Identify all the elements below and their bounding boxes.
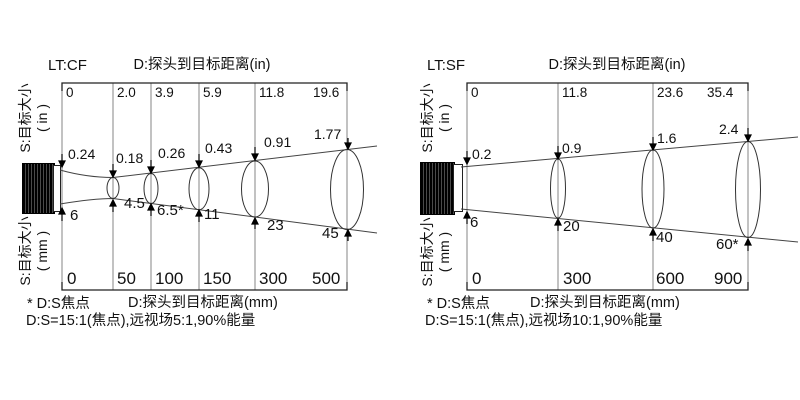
y-axis-label-text: S:目标大小 xyxy=(17,216,33,286)
bottom-tick: 50 xyxy=(117,269,136,288)
y-axis-label-in-right: S:目标大小 ( in ) xyxy=(419,70,453,166)
spot-size-in: 1.6 xyxy=(657,130,677,146)
spot-size-mm: 23 xyxy=(267,217,284,234)
arrows-left xyxy=(58,138,352,241)
spot-size-in: 0.9 xyxy=(562,140,582,156)
top-tick: 19.6 xyxy=(313,85,340,100)
spot-size-in: 0.24 xyxy=(68,146,96,162)
footnote-focus-right: * D:S焦点 xyxy=(427,296,490,312)
top-tick: 23.6 xyxy=(657,85,684,100)
bottom-tick: 150 xyxy=(203,269,232,288)
spot-size-in: 0.18 xyxy=(116,150,144,166)
spot-ellipses-left xyxy=(106,149,364,230)
spot-size-in: 0.2 xyxy=(472,146,492,162)
sensor-body-left xyxy=(22,163,55,214)
spot-size-mm: 4.5 xyxy=(124,195,145,212)
model-label-sf: LT:SF xyxy=(427,57,466,74)
spot-size-in: 0.26 xyxy=(158,145,186,161)
sensor-lens-left xyxy=(53,165,61,212)
y-axis-label-text: S:目标大小 xyxy=(419,83,435,153)
bottom-axis-left xyxy=(61,282,348,291)
spot-size-in: 1.77 xyxy=(314,126,342,142)
bottom-tick: 100 xyxy=(155,269,184,288)
bottom-tick: 600 xyxy=(656,269,685,288)
sensor-body-right xyxy=(420,162,455,215)
arrows-right xyxy=(463,128,752,251)
bottom-axis-title-left: D:探头到目标距离(mm) xyxy=(128,295,278,311)
bottom-tick: 300 xyxy=(259,269,288,288)
top-tick: 35.4 xyxy=(707,85,734,100)
y-axis-label-text: S:目标大小 xyxy=(17,83,33,153)
y-axis-label-mm-left: S:目标大小 ( mm ) xyxy=(17,203,51,299)
bottom-tick: 0 xyxy=(67,269,77,288)
footnote-ratio-right: D:S=15:1(焦点),远视场10:1,90%能量 xyxy=(425,313,663,329)
y-axis-unit: ( in ) xyxy=(436,104,452,132)
spot-size-mm: 45 xyxy=(322,225,339,242)
bottom-axis-right xyxy=(466,282,749,291)
bottom-axis-title-right: D:探头到目标距离(mm) xyxy=(530,295,680,311)
footnote-focus-left: * D:S焦点 xyxy=(27,296,90,312)
top-axis-title-right: D:探头到目标距离(in) xyxy=(548,57,686,73)
y-axis-label-in-left: S:目标大小 ( in ) xyxy=(17,70,51,166)
y-axis-unit: ( mm ) xyxy=(436,231,452,273)
distance-gridlines-left xyxy=(61,83,348,290)
spot-size-mm: 40 xyxy=(656,229,673,246)
top-tick: 0 xyxy=(471,85,479,100)
y-axis-label-text: S:目标大小 xyxy=(419,217,435,287)
top-axis-title-left: D:探头到目标距离(in) xyxy=(133,57,271,73)
top-tick: 0 xyxy=(66,85,74,100)
spot-size-mm: 6 xyxy=(470,214,479,231)
spot-size-in: 0.43 xyxy=(205,140,233,156)
top-tick: 3.9 xyxy=(155,85,174,100)
model-label-cf: LT:CF xyxy=(48,57,87,74)
bottom-tick: 900 xyxy=(714,269,743,288)
beam-outline-right xyxy=(460,136,799,243)
spot-size-mm: 11 xyxy=(204,206,220,223)
top-tick: 11.8 xyxy=(562,85,588,100)
spot-size-mm: 6 xyxy=(70,207,79,224)
y-axis-unit: ( in ) xyxy=(34,104,50,132)
distance-gridlines-right xyxy=(466,83,749,290)
top-axis-right xyxy=(466,82,749,91)
top-tick: 5.9 xyxy=(203,85,222,100)
spot-size-mm: 20 xyxy=(563,218,580,235)
bottom-tick: 300 xyxy=(563,269,592,288)
y-axis-unit: ( mm ) xyxy=(34,230,50,272)
bottom-tick: 0 xyxy=(472,269,482,288)
sensor-lens-right xyxy=(453,164,463,212)
top-axis-left xyxy=(61,82,348,91)
top-tick: 2.0 xyxy=(117,85,136,100)
spot-size-in: 0.91 xyxy=(264,134,292,150)
spot-size-mm: 6.5* xyxy=(157,202,184,219)
y-axis-label-mm-right: S:目标大小 ( mm ) xyxy=(419,204,453,300)
top-tick: 11.8 xyxy=(259,85,285,100)
bottom-tick: 500 xyxy=(312,269,341,288)
spot-size-mm: 60* xyxy=(716,236,739,253)
spot-size-in: 2.4 xyxy=(719,121,739,137)
footnote-ratio-left: D:S=15:1(焦点),远视场5:1,90%能量 xyxy=(26,313,256,329)
